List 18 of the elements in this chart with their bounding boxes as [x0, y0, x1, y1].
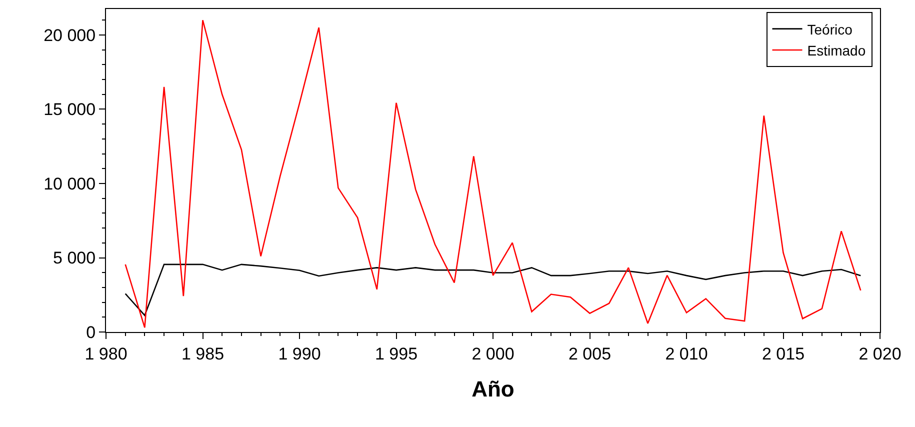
legend-label: Estimado: [807, 42, 866, 58]
x-tick-label: 1 990: [278, 344, 321, 364]
legend-label: Teórico: [807, 21, 853, 38]
x-tick-label: 2 015: [762, 344, 805, 364]
x-axis-title: Año: [472, 376, 514, 402]
y-tick-label: 0: [86, 322, 96, 342]
x-tick-label: 2 005: [568, 344, 612, 364]
y-tick-label: 15 000: [44, 100, 96, 120]
x-tick-label: 2 010: [665, 344, 708, 364]
x-tick-label: 1 985: [181, 344, 224, 364]
x-tick-label: 1 980: [84, 344, 128, 364]
y-tick-label: 20 000: [44, 26, 96, 45]
line-series: [124, 264, 862, 316]
x-tick-label: 1 995: [374, 344, 418, 364]
y-tick-label: 5 000: [53, 248, 96, 268]
x-tick-label: 2 000: [472, 344, 514, 364]
y-tick-label: 10 000: [44, 174, 96, 194]
x-tick-label: 2 020: [858, 344, 902, 364]
